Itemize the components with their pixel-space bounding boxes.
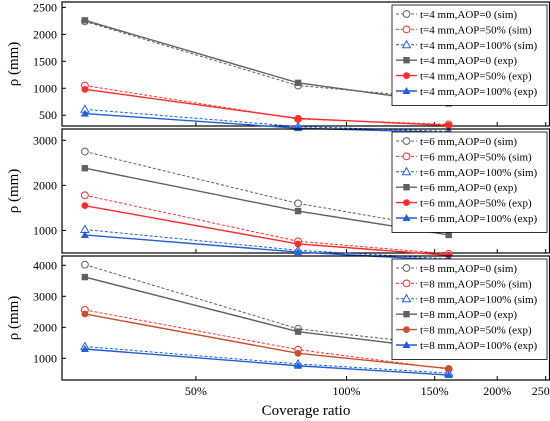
x-tick-label: 100% bbox=[333, 384, 361, 398]
legend-label: t=4 mm,AOP=100% (sim) bbox=[420, 40, 538, 52]
series-line bbox=[84, 108, 449, 132]
legend-marker bbox=[401, 293, 412, 303]
legend-marker bbox=[402, 10, 411, 18]
legend-label: t=6 mm,AOP=100% (sim) bbox=[420, 167, 538, 179]
legend-label: t=8 mm,AOP=100% (sim) bbox=[420, 294, 538, 306]
y-tick-label: 2500 bbox=[33, 0, 57, 14]
data-point bbox=[445, 365, 453, 372]
legend-marker bbox=[402, 87, 411, 94]
legend-marker bbox=[403, 72, 410, 79]
legend-label: t=6 mm,AOP=0 (sim) bbox=[420, 136, 517, 148]
legend-label: t=6 mm,AOP=50% (exp) bbox=[420, 198, 532, 210]
legend-label: t=8 mm,AOP=0 (sim) bbox=[420, 263, 517, 275]
data-point bbox=[81, 202, 89, 210]
y-tick-label: 4000 bbox=[33, 258, 57, 272]
panel-1: 500 1000 1500 2000 2500 ρ (mm) t=4 mm,AOP=0 (s… bbox=[6, 0, 550, 136]
legend-marker bbox=[402, 279, 411, 288]
legend-box bbox=[391, 4, 548, 106]
legend-box bbox=[391, 131, 548, 233]
legend-label: t=4 mm,AOP=100% (exp) bbox=[420, 86, 538, 98]
data-point bbox=[294, 115, 302, 122]
data-point bbox=[81, 273, 89, 281]
legend-label: t=4 mm,AOP=0 (exp) bbox=[420, 55, 517, 67]
x-tick-label: 200% bbox=[483, 384, 511, 398]
data-point bbox=[80, 260, 89, 269]
data-point bbox=[445, 231, 452, 239]
legend-label: t=8 mm,AOP=100% (exp) bbox=[420, 340, 538, 352]
legend-label: t=6 mm,AOP=100% (exp) bbox=[420, 213, 538, 225]
x-tick-label: 250% bbox=[532, 384, 550, 398]
x-axis-label: Coverage ratio bbox=[262, 403, 351, 419]
data-point bbox=[294, 199, 302, 208]
legend: t=4 mm,AOP=0 (sim) t=4 mm,AOP=50% (sim) t=… bbox=[391, 4, 548, 106]
legend-label: t=8 mm,AOP=50% (exp) bbox=[420, 325, 532, 337]
y-axis-label: ρ (mm) bbox=[6, 42, 22, 87]
legend-marker bbox=[402, 137, 411, 145]
data-point bbox=[294, 248, 303, 256]
legend-marker bbox=[402, 214, 411, 221]
data-point bbox=[80, 147, 89, 156]
legend-marker bbox=[402, 152, 411, 161]
y-tick-label: 2000 bbox=[33, 178, 57, 192]
y-tick-label: 1500 bbox=[33, 54, 57, 68]
data-point bbox=[294, 328, 302, 335]
y-tick-label: 3000 bbox=[33, 289, 57, 303]
legend-label: t=4 mm,AOP=50% (sim) bbox=[420, 24, 532, 36]
legend: t=6 mm,AOP=0 (sim) t=6 mm,AOP=50% (sim) t=… bbox=[391, 131, 548, 233]
data-point bbox=[80, 191, 89, 200]
legend-box bbox=[391, 258, 548, 360]
data-point bbox=[80, 345, 89, 352]
data-point bbox=[81, 85, 89, 93]
data-point bbox=[81, 17, 89, 24]
series-line bbox=[84, 194, 449, 255]
y-axis-label: ρ (mm) bbox=[6, 296, 22, 341]
legend-label: t=6 mm,AOP=50% (sim) bbox=[420, 151, 532, 163]
legend-label: t=4 mm,AOP=0 (sim) bbox=[420, 9, 517, 21]
series-line bbox=[84, 229, 449, 260]
data-point bbox=[80, 109, 89, 117]
legend-label: t=6 mm,AOP=0 (exp) bbox=[420, 182, 517, 194]
data-point bbox=[81, 165, 89, 172]
data-point bbox=[294, 79, 302, 87]
y-axis-label: ρ (mm) bbox=[6, 169, 22, 214]
data-point bbox=[80, 230, 89, 238]
legend-marker bbox=[401, 166, 412, 176]
data-point bbox=[294, 207, 302, 215]
legend-marker bbox=[401, 39, 412, 49]
data-point bbox=[294, 361, 303, 369]
y-tick-label: 2000 bbox=[33, 27, 57, 41]
data-point bbox=[294, 240, 302, 248]
legend-marker bbox=[403, 57, 410, 64]
data-point bbox=[444, 371, 453, 379]
y-tick-label: 1000 bbox=[33, 223, 57, 237]
legend-marker bbox=[402, 25, 411, 34]
data-point bbox=[81, 310, 89, 318]
x-tick-label: 150% bbox=[421, 384, 449, 398]
data-point bbox=[445, 251, 453, 259]
x-tick-label: 50% bbox=[185, 384, 207, 398]
legend-marker bbox=[402, 341, 411, 348]
legend-marker bbox=[403, 184, 410, 191]
series-line bbox=[84, 346, 449, 374]
y-tick-label: 3000 bbox=[33, 133, 57, 147]
legend-label: t=8 mm,AOP=50% (sim) bbox=[420, 278, 532, 290]
legend-marker bbox=[403, 199, 410, 207]
y-tick-label: 1000 bbox=[33, 81, 57, 95]
data-point bbox=[294, 349, 302, 357]
legend-marker bbox=[402, 264, 411, 272]
y-tick-label: 500 bbox=[39, 108, 57, 122]
legend-label: t=8 mm,AOP=0 (exp) bbox=[420, 309, 517, 321]
legend-marker bbox=[403, 326, 410, 333]
legend-marker bbox=[403, 311, 410, 318]
y-tick-label: 1000 bbox=[33, 351, 57, 365]
legend: t=8 mm,AOP=0 (sim) t=8 mm,AOP=50% (sim) t=… bbox=[391, 258, 548, 360]
data-point bbox=[445, 122, 453, 129]
y-tick-label: 2000 bbox=[33, 320, 57, 334]
panel-3: 1000 2000 3000 4000 ρ (mm) t=8 mm,AOP=0 (sim)… bbox=[6, 255, 550, 381]
legend-label: t=4 mm,AOP=50% (exp) bbox=[420, 71, 532, 83]
